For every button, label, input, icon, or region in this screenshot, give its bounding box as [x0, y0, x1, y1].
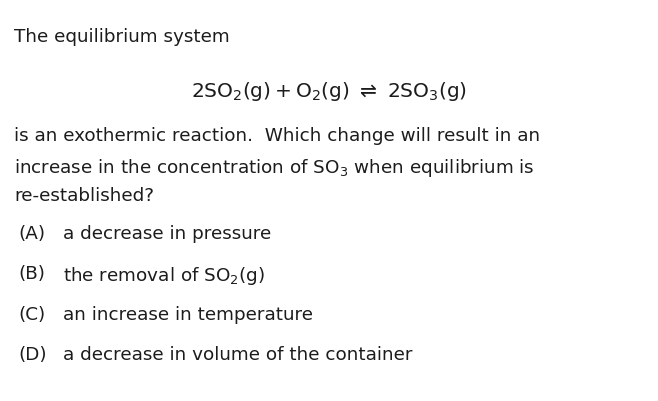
Text: an increase in temperature: an increase in temperature	[63, 305, 313, 323]
Text: (C): (C)	[18, 305, 45, 323]
Text: The equilibrium system: The equilibrium system	[14, 28, 230, 46]
Text: (A): (A)	[18, 225, 45, 243]
Text: is an exothermic reaction.  Which change will result in an: is an exothermic reaction. Which change …	[14, 126, 541, 144]
Text: (B): (B)	[18, 265, 45, 283]
Text: (D): (D)	[18, 345, 47, 363]
Text: $2\mathrm{SO_2(g)} + \mathrm{O_2(g)}\ \rightleftharpoons\ 2\mathrm{SO_3(g)}$: $2\mathrm{SO_2(g)} + \mathrm{O_2(g)}\ \r…	[191, 80, 467, 103]
Text: re-established?: re-established?	[14, 186, 155, 205]
Text: the removal of $\mathrm{SO_2(g)}$: the removal of $\mathrm{SO_2(g)}$	[63, 265, 265, 287]
Text: a decrease in pressure: a decrease in pressure	[63, 225, 270, 243]
Text: a decrease in volume of the container: a decrease in volume of the container	[63, 345, 412, 363]
Text: increase in the concentration of $\mathrm{SO_3}$ when equilibrium is: increase in the concentration of $\mathr…	[14, 156, 535, 178]
